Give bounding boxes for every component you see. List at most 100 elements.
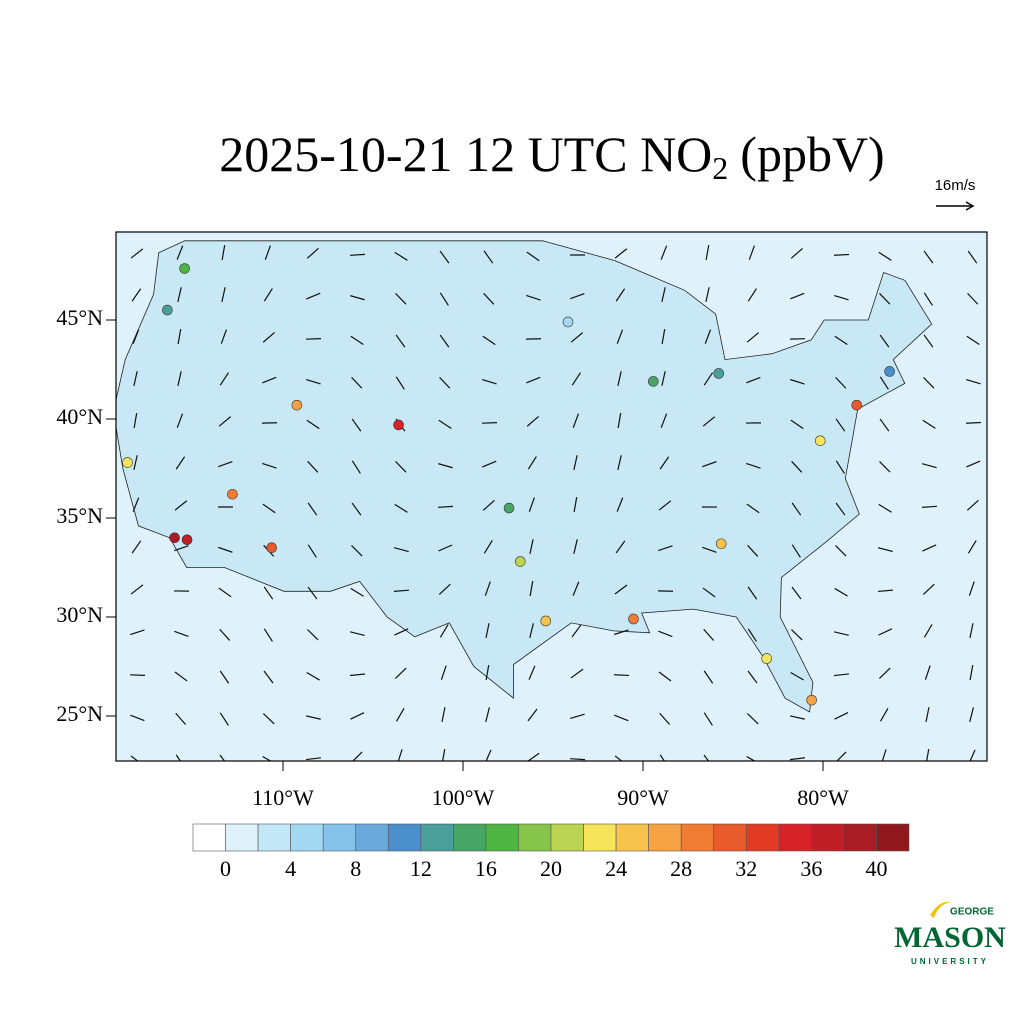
wind-arrow <box>660 245 668 260</box>
wind-arrow <box>262 713 275 725</box>
wind-arrow <box>133 371 138 387</box>
colorbar-tick-label: 20 <box>540 856 562 881</box>
wind-arrow <box>789 757 805 761</box>
wind-arrow <box>923 250 934 264</box>
wind-arrow <box>394 667 407 679</box>
wind-arrow <box>349 253 366 256</box>
wind-arrow <box>174 630 189 637</box>
wind-arrow <box>529 539 534 555</box>
wind-arrow <box>967 540 977 554</box>
station <box>851 399 863 411</box>
logo-flame <box>930 901 950 918</box>
wind-arrow <box>307 460 319 473</box>
station <box>291 399 303 411</box>
lon-tick-label: 90°W <box>617 785 669 810</box>
wind-arrow <box>483 292 495 305</box>
wind-arrow <box>528 497 535 512</box>
wind-arrow <box>307 502 318 516</box>
wind-arrow <box>661 329 666 345</box>
wind-arrow <box>263 288 273 302</box>
colorbar-box <box>518 823 552 852</box>
us-outline <box>116 240 933 713</box>
wind-arrow <box>306 247 319 259</box>
wind-arrow <box>350 587 364 597</box>
wind-arrow <box>129 674 146 676</box>
wind-arrow <box>176 413 184 428</box>
station <box>181 534 193 546</box>
wind-arrow <box>350 712 365 720</box>
colorbar-tick-label: 28 <box>670 856 692 881</box>
wind-arrow <box>131 288 142 302</box>
station <box>761 653 772 664</box>
station <box>540 615 552 627</box>
wind-arrow <box>747 670 758 684</box>
wind-arrow <box>394 628 409 636</box>
wind-arrow <box>262 462 277 469</box>
wind-arrow <box>481 421 498 424</box>
wind-arrow <box>790 378 805 385</box>
wind-arrow <box>790 419 804 430</box>
station <box>503 502 515 514</box>
map-layer <box>116 240 982 761</box>
wind-arrow <box>659 754 666 761</box>
colorbar-box <box>192 823 226 852</box>
wind-arrow <box>482 460 497 468</box>
wind-arrow <box>834 587 848 597</box>
station <box>806 694 817 706</box>
wind-arrow <box>395 376 405 390</box>
wind-arrow <box>484 581 491 596</box>
wind-arrow <box>439 292 449 306</box>
wind-arrow <box>132 497 140 512</box>
wind-arrow <box>349 673 366 677</box>
wind-arrow <box>834 712 849 720</box>
wind-arrow <box>438 463 453 469</box>
wind-arrow <box>573 539 578 555</box>
wind-arrow <box>571 624 582 638</box>
wind-arrow <box>702 587 716 598</box>
wind-arrow <box>177 371 182 387</box>
wind-arrow <box>922 463 937 469</box>
wind-arrow <box>438 419 452 429</box>
title-subscript: 2 <box>712 150 728 186</box>
wind-arrow <box>791 460 803 473</box>
station <box>884 366 895 377</box>
wind-arrow <box>439 376 451 389</box>
wind-arrow <box>439 624 449 638</box>
wind-arrow <box>922 419 936 429</box>
wind-arrow <box>790 247 803 259</box>
station <box>715 538 727 550</box>
wind-arrow <box>878 628 893 636</box>
wind-arrow <box>923 376 935 389</box>
station <box>628 613 639 625</box>
wind-arrow <box>661 371 666 387</box>
colorbar-box <box>290 823 324 852</box>
colorbar-box <box>876 823 910 852</box>
colorbar-box <box>355 823 389 852</box>
colorbar-box <box>745 823 780 852</box>
wind-arrow <box>791 586 802 600</box>
wind-arrow <box>175 712 187 725</box>
wind-scale-arrowhead <box>965 201 975 211</box>
wind-arrow <box>879 334 890 348</box>
wind-arrow <box>923 334 934 348</box>
lon-tick-label: 80°W <box>797 785 849 810</box>
wind-arrow <box>177 329 182 345</box>
wind-arrow <box>395 334 406 348</box>
wind-arrow <box>921 505 938 508</box>
wind-arrow <box>350 631 365 636</box>
station <box>514 556 526 567</box>
wind-arrow <box>438 583 451 595</box>
wind-arrow <box>351 545 363 557</box>
wind-arrow <box>263 628 273 642</box>
wind-arrow <box>834 335 848 346</box>
wind-arrow <box>747 586 758 600</box>
wind-arrow <box>835 502 846 516</box>
wind-arrow <box>878 547 893 553</box>
wind-arrow <box>351 376 363 389</box>
colorbar-box <box>225 823 259 852</box>
wind-arrow <box>881 749 887 761</box>
wind-arrow <box>350 295 365 301</box>
wind-arrow <box>570 292 585 300</box>
wind-arrow <box>307 544 317 558</box>
wind-arrow <box>305 337 322 340</box>
